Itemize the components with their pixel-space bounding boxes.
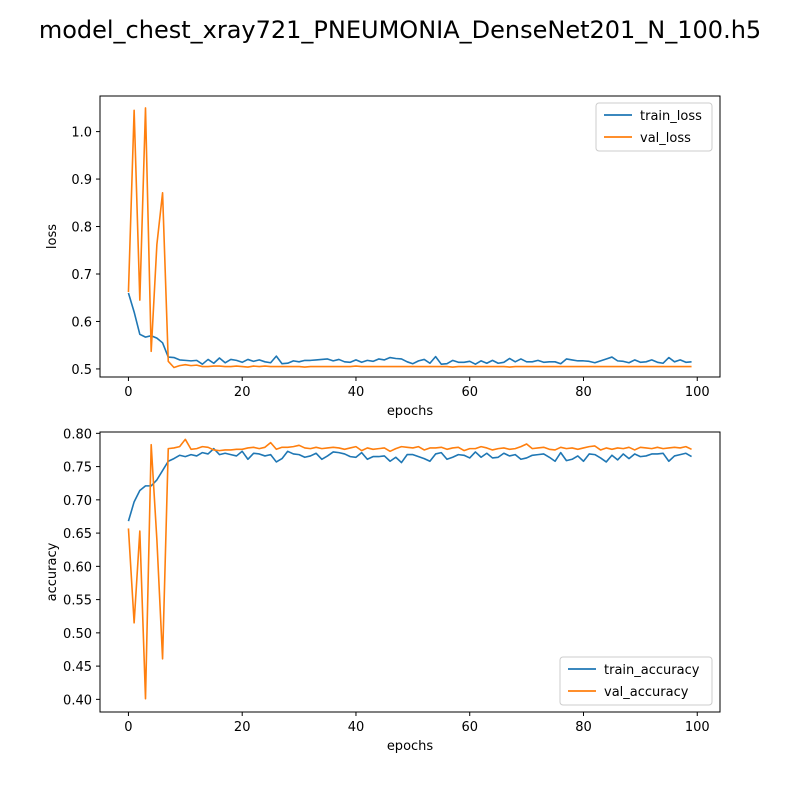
train-accuracy-line <box>127 447 692 522</box>
train-loss-line <box>127 292 692 365</box>
accuracy-chart: 0 20 40 60 80 100 0.40 0.45 0.50 0.55 0.60 0.65 0.70… <box>45 427 721 754</box>
loss-x-tick-label: 100 <box>685 385 710 400</box>
loss-x-tick-label: 80 <box>575 385 592 400</box>
train-accuracy-legend-label: train_accuracy <box>604 663 700 678</box>
loss-y-tick-label: 0.5 <box>71 363 92 378</box>
loss-x-tick-label: 20 <box>234 385 251 400</box>
accuracy-y-axis-label: accuracy <box>45 542 60 601</box>
accuracy-x-axis-label: epochs <box>387 739 434 754</box>
loss-chart: 0 20 40 60 80 100 0.5 0.6 0.7 0.8 0.9 1.0 epochs loss… <box>45 95 721 419</box>
loss-x-axis-label: epochs <box>387 404 434 419</box>
accuracy-x-tick-label: 40 <box>348 720 365 735</box>
loss-y-tick-label: 0.7 <box>71 268 92 283</box>
accuracy-y-tick-label: 0.40 <box>63 693 92 708</box>
accuracy-y-tick-label: 0.55 <box>63 594 92 609</box>
val-accuracy-line <box>127 438 692 700</box>
loss-y-tick-label: 0.8 <box>71 221 92 236</box>
accuracy-x-tick-label: 20 <box>234 720 251 735</box>
accuracy-y-tick-label: 0.65 <box>63 527 92 542</box>
train-loss-legend-label: train_loss <box>640 109 702 124</box>
accuracy-y-tick-label: 0.70 <box>63 494 92 509</box>
val-loss-legend-label: val_loss <box>640 131 691 146</box>
accuracy-x-tick-label: 60 <box>461 720 478 735</box>
loss-y-tick-label: 0.6 <box>71 315 92 330</box>
accuracy-legend-box <box>559 656 713 706</box>
val-accuracy-legend-label: val_accuracy <box>604 685 689 700</box>
loss-y-tick-label: 0.9 <box>71 173 92 188</box>
figure-title: model_chest_xray721_PNEUMONIA_DenseNet20… <box>39 16 761 44</box>
loss-x-tick-label: 60 <box>461 385 478 400</box>
accuracy-x-tick-label: 100 <box>685 720 710 735</box>
accuracy-y-tick-label: 0.45 <box>63 660 92 675</box>
accuracy-y-tick-label: 0.80 <box>63 427 92 442</box>
accuracy-axes-frame <box>99 431 721 713</box>
loss-legend: train_loss val_loss <box>595 102 713 152</box>
accuracy-y-tick-label: 0.75 <box>63 461 92 476</box>
accuracy-x-tick-label: 80 <box>575 720 592 735</box>
loss-x-tick-label: 0 <box>124 385 132 400</box>
loss-y-tick-label: 1.0 <box>71 126 92 141</box>
loss-x-tick-label: 40 <box>348 385 365 400</box>
loss-y-axis-label: loss <box>45 224 60 249</box>
accuracy-y-tick-label: 0.50 <box>63 627 92 642</box>
accuracy-x-tick-label: 0 <box>124 720 132 735</box>
loss-axes-frame <box>99 95 721 378</box>
accuracy-y-tick-label: 0.60 <box>63 560 92 575</box>
accuracy-legend: train_accuracy val_accuracy <box>559 656 713 706</box>
val-loss-line <box>127 107 692 369</box>
